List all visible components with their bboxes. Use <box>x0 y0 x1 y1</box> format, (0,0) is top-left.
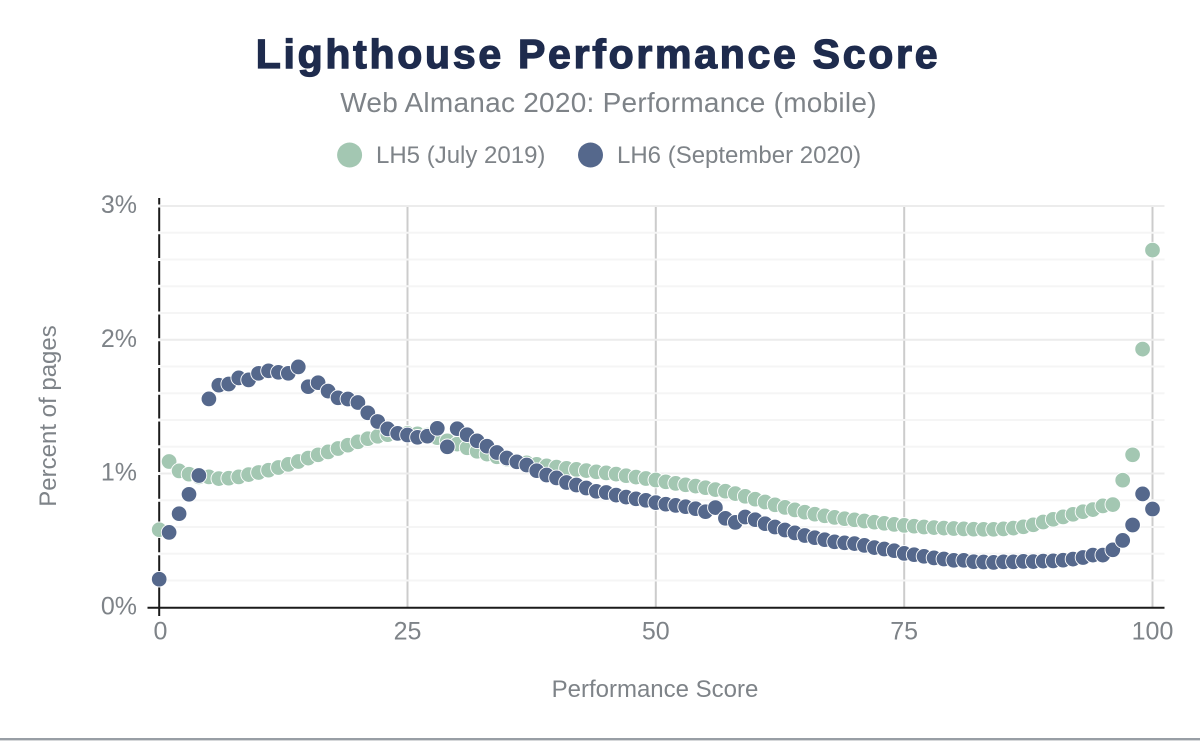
svg-text:25: 25 <box>394 618 422 646</box>
svg-text:2%: 2% <box>101 325 137 353</box>
svg-text:0: 0 <box>154 618 168 646</box>
svg-text:Web Almanac 2020: Performance: Web Almanac 2020: Performance (mobile) <box>340 87 877 118</box>
svg-text:LH5 (July 2019): LH5 (July 2019) <box>376 142 545 169</box>
svg-text:75: 75 <box>890 618 918 646</box>
svg-text:Percent of pages: Percent of pages <box>35 325 62 506</box>
svg-text:3%: 3% <box>101 191 137 219</box>
svg-text:0%: 0% <box>101 592 137 620</box>
svg-text:Lighthouse Performance Score: Lighthouse Performance Score <box>256 31 940 77</box>
svg-text:LH6 (September 2020): LH6 (September 2020) <box>617 142 861 169</box>
svg-text:100: 100 <box>1132 618 1174 646</box>
svg-text:50: 50 <box>642 618 670 646</box>
svg-text:Performance Score: Performance Score <box>552 676 759 703</box>
svg-text:1%: 1% <box>101 459 137 487</box>
